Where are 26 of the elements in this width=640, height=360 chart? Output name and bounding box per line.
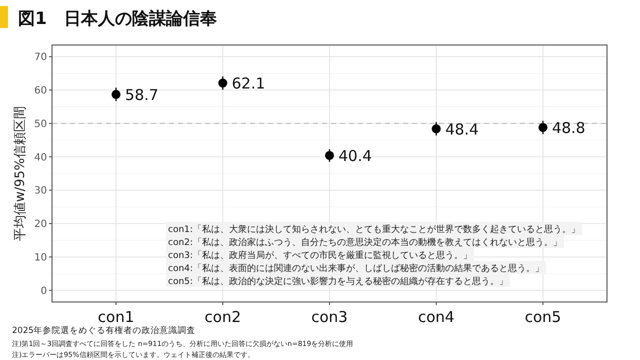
y-tick-label: 20 <box>34 219 47 230</box>
x-tick-label: con1 <box>98 308 134 326</box>
point <box>218 78 228 88</box>
data-label: 62.1 <box>232 74 266 93</box>
x-tick-label: con4 <box>418 308 454 326</box>
text: 2025年参院選をめぐる有権者の政治意識調査 <box>12 325 196 336</box>
y-tick-label: 0 <box>40 286 47 297</box>
data-label: 58.7 <box>125 86 158 104</box>
x-tick-label: con5 <box>524 308 562 326</box>
point <box>432 124 441 134</box>
y-axis-title: 平均値w/95%信頼区間 <box>13 106 28 241</box>
y-tick-label: 30 <box>34 186 47 197</box>
point <box>538 122 548 132</box>
data-label: 48.8 <box>552 118 586 137</box>
chart-title: 図1 日本人の陰謀論信奉 <box>18 9 218 29</box>
point <box>112 90 121 99</box>
x-tick-label: con3 <box>311 308 348 326</box>
y-tick-label: 60 <box>34 86 47 97</box>
y-tick-label: 50 <box>34 118 47 130</box>
y-tick-label: 10 <box>34 252 47 264</box>
data-label: 48.4 <box>445 120 479 138</box>
x-tick-label: con2 <box>204 308 242 326</box>
y-tick-label: 40 <box>34 152 47 164</box>
data-label: 40.4 <box>338 146 372 165</box>
point <box>325 150 334 160</box>
y-tick-label: 70 <box>34 52 47 64</box>
